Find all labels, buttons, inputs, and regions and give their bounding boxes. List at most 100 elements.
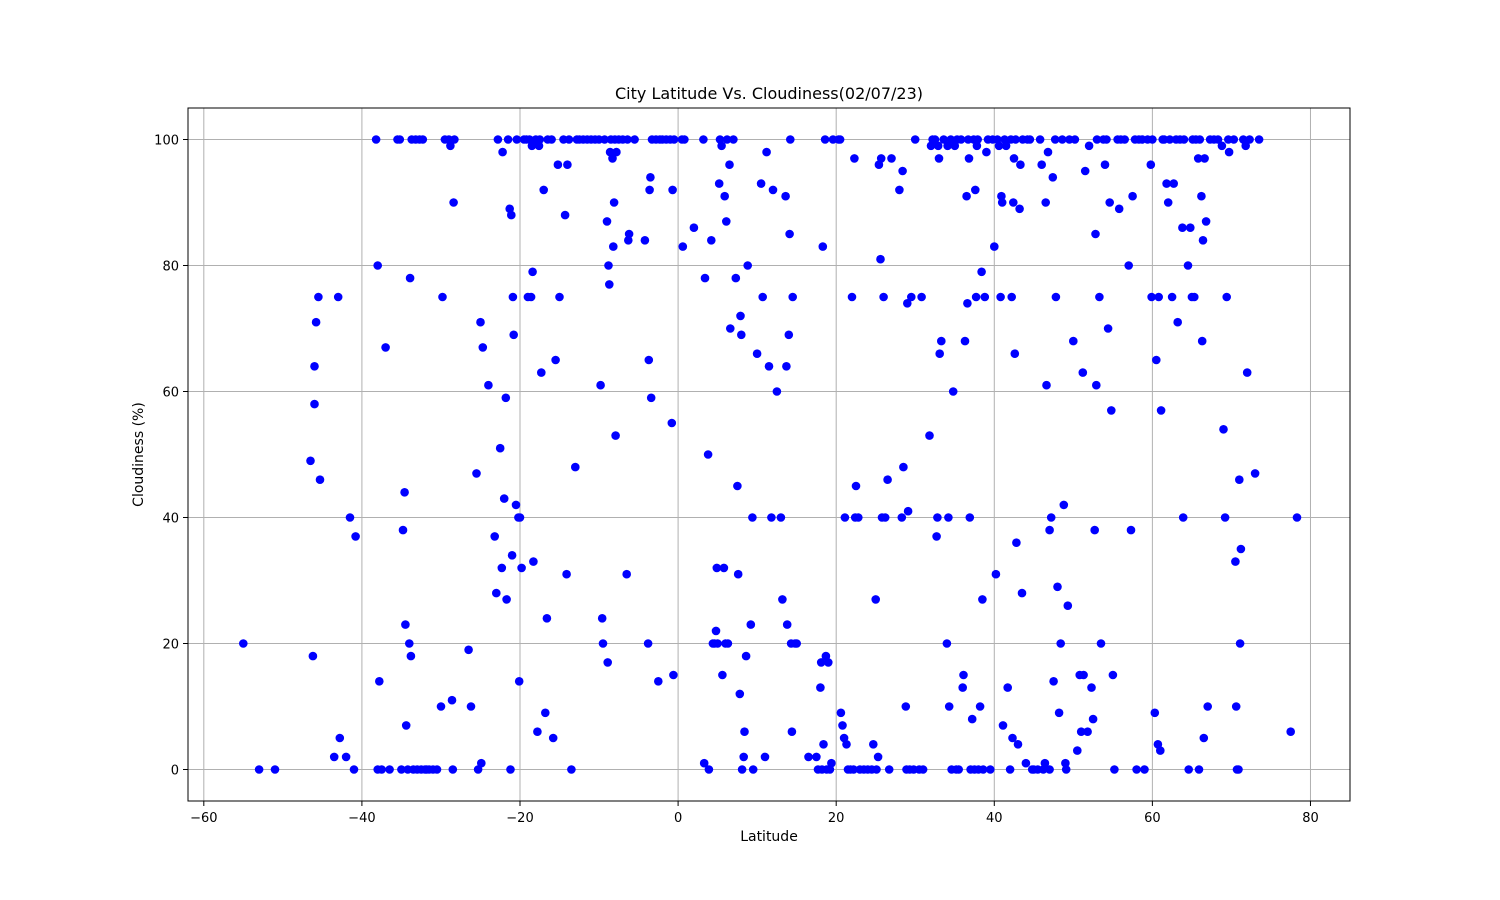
data-point (514, 677, 524, 686)
data-point (887, 154, 896, 163)
data-point (971, 185, 980, 195)
data-point (560, 210, 570, 220)
data-point (1148, 135, 1157, 144)
data-point (786, 135, 795, 144)
data-point (849, 765, 858, 774)
data-point (678, 242, 688, 251)
data-point (737, 330, 746, 340)
x-tick-label: 60 (1144, 811, 1161, 826)
data-point (1025, 135, 1035, 144)
data-point (1012, 538, 1021, 547)
data-point (375, 677, 384, 686)
data-point (971, 292, 981, 302)
data-point (315, 475, 325, 485)
data-point (1231, 702, 1241, 711)
data-point (719, 563, 729, 573)
data-point (895, 185, 904, 195)
data-point (1154, 292, 1163, 302)
data-point (1076, 727, 1086, 736)
data-point (341, 752, 351, 762)
data-point (996, 292, 1005, 302)
data-point (997, 198, 1007, 207)
data-point (934, 154, 944, 163)
data-point (997, 191, 1006, 201)
data-point (551, 355, 560, 365)
data-point (731, 273, 741, 283)
data-point (1041, 198, 1050, 207)
data-point (432, 765, 442, 774)
data-point (562, 569, 571, 579)
data-point (1163, 198, 1173, 207)
data-point (669, 670, 678, 680)
data-point (507, 210, 516, 220)
data-point (903, 506, 913, 516)
data-point (1053, 582, 1062, 592)
plot-frame (187, 107, 1351, 802)
data-point (401, 620, 410, 629)
data-point (873, 752, 883, 762)
data-point (972, 141, 982, 151)
data-point (898, 166, 907, 176)
data-point (466, 702, 476, 711)
data-point (1217, 141, 1227, 151)
data-point (960, 336, 970, 346)
data-point (714, 179, 724, 188)
data-point (699, 758, 709, 768)
data-point (1234, 765, 1243, 774)
data-point (767, 513, 776, 522)
data-point (1178, 223, 1187, 232)
data-point (723, 639, 733, 648)
data-point (527, 141, 537, 151)
data-point (772, 387, 782, 396)
data-point (1070, 135, 1080, 144)
data-point (718, 670, 727, 680)
data-point (964, 154, 974, 163)
data-point (876, 254, 885, 264)
data-point (762, 147, 771, 157)
data-point (933, 513, 942, 522)
data-point (956, 135, 966, 144)
data-point (1048, 173, 1058, 182)
data-point (270, 765, 280, 774)
data-point (1197, 336, 1207, 346)
data-point (958, 683, 967, 692)
data-point (1095, 292, 1104, 302)
data-point (335, 733, 345, 743)
data-point (395, 135, 405, 144)
data-point (1114, 204, 1124, 214)
data-point (954, 765, 963, 774)
data-point (1035, 135, 1045, 144)
data-point (1199, 733, 1209, 743)
data-point (609, 242, 618, 251)
data-point (622, 569, 631, 579)
data-point (1147, 292, 1156, 302)
data-point (644, 355, 654, 365)
data-point (449, 198, 458, 207)
data-point (907, 292, 916, 302)
data-point (836, 708, 846, 718)
data-point (975, 702, 985, 711)
data-point (939, 135, 948, 144)
data-point (1105, 198, 1114, 207)
data-point (515, 513, 525, 522)
data-point (377, 765, 387, 774)
data-point (1069, 336, 1078, 346)
data-point (1096, 639, 1106, 648)
data-point (1090, 525, 1099, 535)
data-point (605, 280, 614, 289)
data-point (567, 765, 576, 774)
data-point (792, 639, 801, 648)
data-point (739, 752, 748, 762)
data-point (254, 765, 264, 774)
data-point (398, 525, 408, 535)
data-point (1056, 639, 1065, 648)
data-point (529, 557, 538, 566)
data-point (477, 758, 486, 768)
data-point (736, 311, 745, 321)
data-point (1184, 765, 1193, 774)
data-point (1079, 670, 1088, 680)
x-tick-label: 0 (674, 811, 682, 826)
data-point (782, 620, 792, 629)
